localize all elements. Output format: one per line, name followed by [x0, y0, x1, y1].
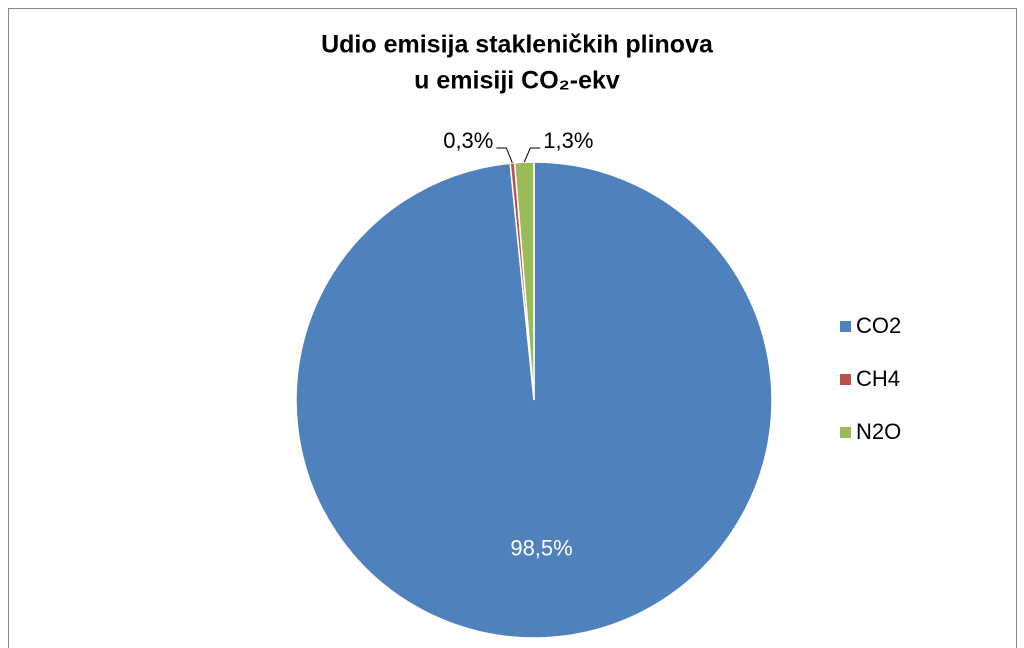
legend-swatch	[840, 427, 851, 438]
leader-line	[496, 147, 513, 164]
legend-swatch	[840, 374, 851, 385]
data-label: 98,5%	[510, 536, 572, 561]
data-label: 1,3%	[543, 128, 593, 153]
legend-label: N2O	[856, 419, 901, 444]
legend-label: CO2	[856, 313, 901, 338]
legend-label: CH4	[856, 366, 900, 391]
leader-line	[523, 147, 541, 163]
chart-title: Udio emisija stakleničkih plinova	[321, 31, 714, 59]
chart-title: u emisiji CO₂-ekv	[414, 67, 620, 95]
legend-swatch	[840, 321, 851, 332]
data-label: 0,3%	[443, 128, 493, 153]
